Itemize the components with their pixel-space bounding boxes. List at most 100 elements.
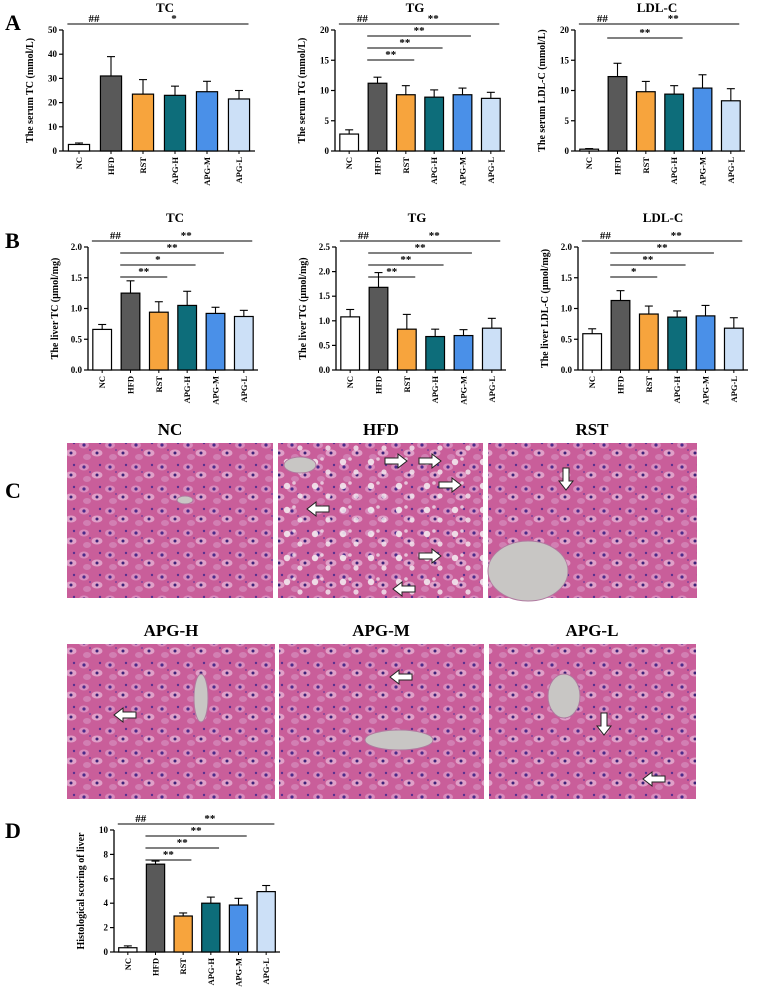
- y-tick-label: 0.5: [319, 340, 331, 350]
- category-label: APG-M: [459, 376, 469, 405]
- micrograph-title: NC: [158, 420, 183, 439]
- tissue-image: [67, 644, 275, 799]
- panel-letter-c: C: [5, 478, 21, 503]
- bar-nc: [67, 143, 91, 152]
- bar-nc: [92, 328, 113, 371]
- y-tick-label: 4: [104, 898, 109, 908]
- arrow-right-icon: [384, 452, 408, 470]
- significance-label: **: [386, 266, 398, 278]
- bar-rst: [638, 313, 659, 371]
- significance-label: ##: [600, 230, 612, 242]
- category-label: HFD: [373, 157, 383, 175]
- serum-ldlc-chart: LDL-C The serum LDL-C (mmol/L) 0 5 10 15 20 NC H…: [537, 0, 745, 186]
- y-tick-label: 10: [99, 825, 109, 835]
- central-vein: [487, 540, 569, 602]
- y-tick-label: 0.5: [561, 334, 573, 344]
- y-tick-label: 0: [565, 146, 570, 156]
- category-label: APG-M: [234, 958, 244, 987]
- bar-apg-m: [692, 87, 713, 152]
- micrograph-nc: NC: [67, 420, 273, 598]
- y-tick-label: 1.5: [71, 273, 83, 283]
- histology-grid: NC HFD RST APG-H APG-M APG-L: [67, 420, 697, 799]
- significance-label: **: [163, 849, 175, 861]
- micrograph-title: HFD: [363, 420, 399, 439]
- y-tick-label: 1.0: [71, 304, 83, 314]
- histological-score-chart: Histological scoring of liver 0 2 4 6 8 10 NC HF…: [76, 813, 280, 987]
- y-tick-label: 1.5: [319, 291, 331, 301]
- y-axis-label: Histological scoring of liver: [76, 832, 87, 949]
- arrow-left-icon: [389, 668, 413, 686]
- chart-title: TG: [408, 210, 427, 225]
- category-label: APG-M: [211, 376, 221, 405]
- y-axis-label: The liver LDL-C (μmol/mg): [540, 249, 551, 368]
- category-label: NC: [345, 376, 355, 388]
- chart-title: TC: [166, 210, 184, 225]
- bar-nc: [582, 333, 603, 371]
- category-label: APG-L: [726, 157, 736, 184]
- category-label: HFD: [126, 376, 136, 394]
- bar-apg-l: [233, 315, 254, 371]
- y-tick-label: 10: [320, 86, 330, 96]
- category-label: NC: [344, 157, 354, 169]
- significance-label: **: [671, 230, 683, 242]
- y-axis-label: The serum TC (mmol/L): [25, 38, 36, 143]
- arrow-down-icon: [557, 467, 575, 491]
- bar-hfd: [145, 863, 166, 953]
- category-label: HFD: [106, 157, 116, 175]
- significance-label: **: [657, 242, 669, 254]
- serum-tc-chart: TC The serum TC (mmol/L) 0 10 20 30 40 50 NC HFD R…: [25, 0, 255, 186]
- liver-tc-chart: TC The liver TC (μmol/mg) 0.0 0.5 1.0 1.5 2.0 N…: [50, 210, 258, 405]
- serum-tg-chart: TG The serum TG (mmol/L) 0 5 10 15 20 NC HFD RST A…: [297, 0, 505, 186]
- micrograph-apg-l: APG-L: [489, 621, 696, 799]
- category-label: APG-H: [430, 376, 440, 404]
- bar-apg-m: [453, 334, 474, 371]
- bar-apg-m: [695, 315, 716, 371]
- category-label: NC: [587, 376, 597, 388]
- significance-label: ##: [88, 13, 100, 25]
- y-tick-label: 5: [325, 116, 330, 126]
- tissue-image: [489, 644, 696, 799]
- category-label: NC: [584, 157, 594, 169]
- bar-apg-m: [452, 94, 473, 152]
- panel-letter-b: B: [5, 228, 20, 253]
- y-tick-label: 0: [104, 947, 109, 957]
- significance-label: **: [138, 266, 150, 278]
- category-label: RST: [138, 157, 148, 174]
- bar-apg-h: [177, 304, 198, 371]
- category-label: HFD: [616, 376, 626, 394]
- tissue-image: [67, 443, 273, 598]
- micrograph-apg-m: APG-M: [279, 621, 484, 799]
- y-tick-label: 10: [560, 86, 570, 96]
- category-label: NC: [74, 157, 84, 169]
- significance-label: **: [642, 254, 654, 266]
- bar-apg-l: [227, 98, 251, 152]
- arrow-shape: [389, 668, 413, 686]
- arrow-left-icon: [392, 580, 416, 598]
- arrow-shape: [595, 712, 613, 736]
- category-label: HFD: [151, 958, 161, 976]
- y-tick-label: 1.0: [561, 304, 573, 314]
- y-axis-label: The liver TC (μmol/mg): [50, 258, 61, 360]
- category-label: APG-M: [701, 376, 711, 405]
- category-label: APG-H: [669, 157, 679, 185]
- tissue-image: [279, 644, 484, 799]
- y-tick-label: 2.5: [319, 242, 331, 252]
- bar-rst: [131, 93, 155, 152]
- bar-rst: [396, 328, 417, 371]
- category-label: HFD: [613, 157, 623, 175]
- bar-hfd: [368, 286, 389, 371]
- significance-label: **: [177, 837, 189, 849]
- significance-label: **: [415, 242, 427, 254]
- y-tick-label: 0.0: [71, 365, 83, 375]
- arrow-shape: [642, 770, 666, 788]
- bar-apg-h: [201, 902, 221, 953]
- category-label: APG-M: [202, 157, 212, 186]
- y-tick-label: 5: [565, 116, 570, 126]
- chart-title: TG: [406, 0, 425, 15]
- bar-nc: [339, 133, 360, 152]
- category-label: APG-H: [182, 376, 192, 404]
- bar-rst: [173, 915, 193, 953]
- arrow-left-icon: [306, 500, 330, 518]
- micrograph-title: APG-H: [144, 621, 199, 640]
